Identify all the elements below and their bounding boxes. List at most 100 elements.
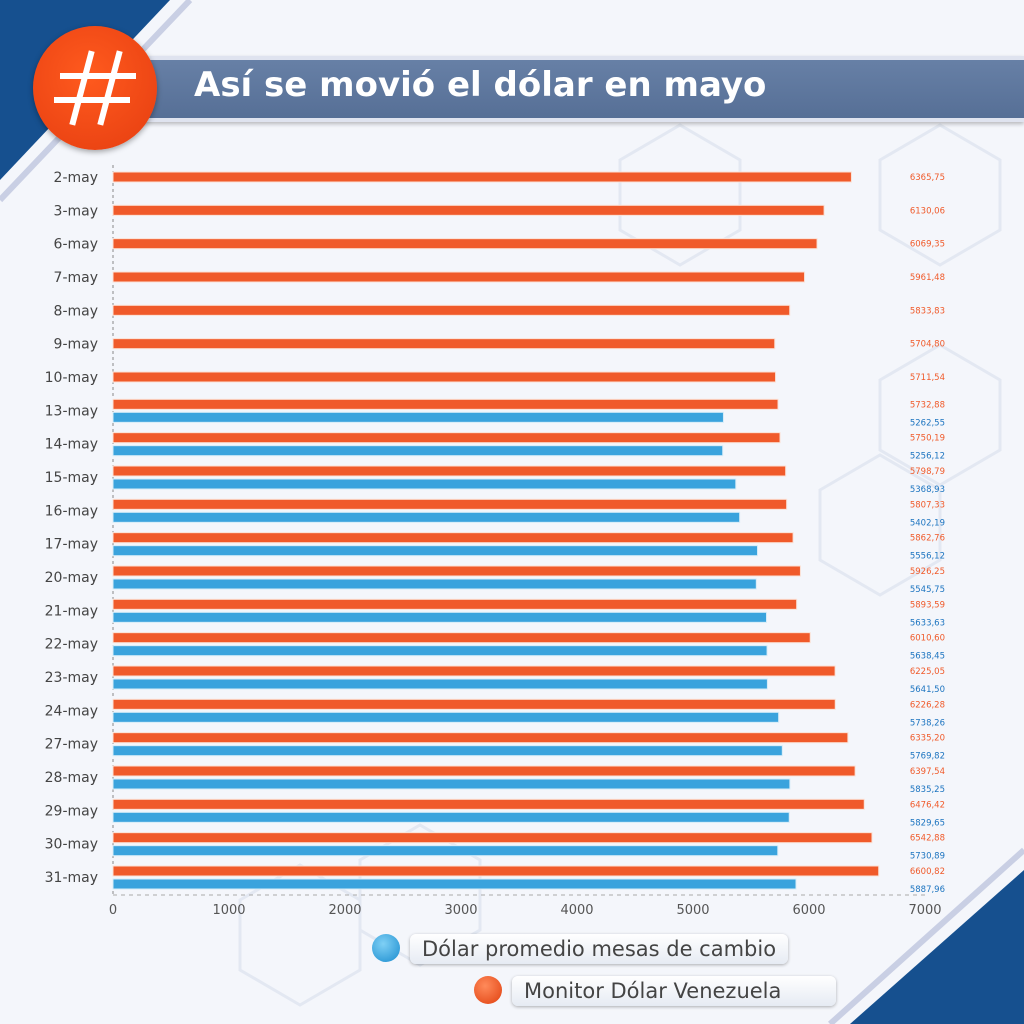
- legend-item-monitor: Monitor Dólar Venezuela: [512, 976, 836, 1006]
- bar-monitor: [112, 798, 865, 810]
- bar-mesas: [112, 478, 737, 490]
- bar-monitor: [112, 698, 836, 710]
- category-label: 2-may: [54, 170, 98, 186]
- legend-item-mesas: Dólar promedio mesas de cambio: [410, 934, 789, 964]
- bar-mesas: [112, 645, 768, 657]
- category-label: 14-may: [45, 437, 98, 453]
- x-tick-label: 4000: [560, 903, 593, 918]
- category-label: 27-may: [45, 737, 98, 753]
- legend-marker-mesas: [372, 934, 400, 962]
- category-label: 21-may: [45, 603, 98, 619]
- hexagon-pattern: [238, 123, 1002, 1007]
- bar-mesas: [112, 611, 768, 623]
- value-label-mesas: 5556,12: [910, 552, 945, 562]
- bar-mesas: [112, 445, 724, 457]
- value-label-mesas: 5262,55: [910, 418, 945, 428]
- value-label-monitor: 6600,82: [910, 867, 945, 877]
- value-label-monitor: 5704,80: [910, 340, 945, 350]
- bar-monitor: [112, 732, 849, 744]
- bar-mesas: [112, 511, 741, 523]
- value-label-mesas: 5641,50: [910, 685, 945, 695]
- value-label-monitor: 6010,60: [910, 634, 945, 644]
- value-label-mesas: 5368,93: [910, 485, 945, 495]
- bar-mesas: [112, 578, 757, 590]
- value-label-mesas: 5633,63: [910, 618, 945, 628]
- value-label-monitor: 6397,54: [910, 767, 945, 777]
- category-label: 16-may: [45, 503, 98, 519]
- x-tick-label: 6000: [792, 903, 825, 918]
- bar-monitor: [112, 171, 852, 183]
- category-label: 13-may: [45, 403, 98, 419]
- value-label-monitor: 5732,88: [910, 400, 945, 410]
- hashtag-badge: [33, 26, 157, 150]
- value-label-monitor: 6225,05: [910, 667, 945, 677]
- bar-monitor: [112, 632, 811, 644]
- value-label-monitor: 5798,79: [910, 467, 945, 477]
- bar-monitor: [112, 338, 776, 350]
- hashtag-icon: [54, 50, 136, 126]
- category-label: 8-may: [54, 303, 98, 319]
- category-label: 7-may: [54, 270, 98, 286]
- category-label: 10-may: [45, 370, 98, 386]
- value-label-monitor: 5807,33: [910, 500, 945, 510]
- value-label-monitor: 5833,83: [910, 306, 945, 316]
- x-tick-label: 7000: [908, 903, 941, 918]
- value-label-monitor: 5893,59: [910, 600, 945, 610]
- bar-monitor: [112, 665, 836, 677]
- value-label-monitor: 6335,20: [910, 734, 945, 744]
- value-label-monitor: 5961,48: [910, 273, 945, 283]
- category-label: 31-may: [45, 870, 98, 886]
- value-label-mesas: 5638,45: [910, 652, 945, 662]
- value-label-monitor: 6226,28: [910, 700, 945, 710]
- x-tick-label: 2000: [328, 903, 361, 918]
- value-label-monitor: 5926,25: [910, 567, 945, 577]
- bar-mesas: [112, 745, 783, 757]
- value-label-mesas: 5835,25: [910, 785, 945, 795]
- category-label: 29-may: [45, 803, 98, 819]
- category-label: 22-may: [45, 637, 98, 653]
- bar-monitor: [112, 465, 787, 477]
- value-label-monitor: 6069,35: [910, 240, 945, 250]
- bar-mesas: [112, 545, 759, 557]
- value-label-mesas: 5256,12: [910, 452, 945, 462]
- category-label: 30-may: [45, 837, 98, 853]
- value-label-monitor: 5862,76: [910, 534, 945, 544]
- category-label: 3-may: [54, 203, 98, 219]
- category-label: 15-may: [45, 470, 98, 486]
- corner-decoration-bottom: [850, 870, 1024, 1024]
- bar-mesas: [112, 678, 768, 690]
- bar-monitor: [112, 304, 791, 316]
- value-label-mesas: 5545,75: [910, 585, 945, 595]
- bar-monitor: [112, 271, 806, 283]
- page-title: Así se movió el dólar en mayo: [194, 65, 767, 105]
- bar-monitor: [112, 865, 880, 877]
- category-label: 28-may: [45, 770, 98, 786]
- bar-monitor: [112, 598, 798, 610]
- category-label: 9-may: [54, 337, 98, 353]
- bar-monitor: [112, 204, 825, 216]
- value-label-monitor: 5750,19: [910, 434, 945, 444]
- bar-monitor: [112, 765, 856, 777]
- bar-monitor: [112, 498, 788, 510]
- value-label-monitor: 6542,88: [910, 834, 945, 844]
- bar-monitor: [112, 371, 777, 383]
- value-label-mesas: 5829,65: [910, 818, 945, 828]
- value-label-monitor: 6476,42: [910, 800, 945, 810]
- bar-monitor: [112, 432, 781, 444]
- x-tick-label: 3000: [444, 903, 477, 918]
- bar-mesas: [112, 778, 791, 790]
- x-tick-label: 0: [109, 903, 117, 918]
- x-tick-label: 1000: [212, 903, 245, 918]
- bar-monitor: [112, 532, 794, 544]
- x-tick-label: 5000: [676, 903, 709, 918]
- value-label-mesas: 5769,82: [910, 752, 945, 762]
- category-label: 24-may: [45, 703, 98, 719]
- bar-mesas: [112, 878, 797, 890]
- bar-monitor: [112, 565, 801, 577]
- category-label: 17-may: [45, 537, 98, 553]
- category-label: 23-may: [45, 670, 98, 686]
- value-label-mesas: 5730,89: [910, 852, 945, 862]
- value-label-monitor: 6365,75: [910, 173, 945, 183]
- bar-mesas: [112, 811, 790, 823]
